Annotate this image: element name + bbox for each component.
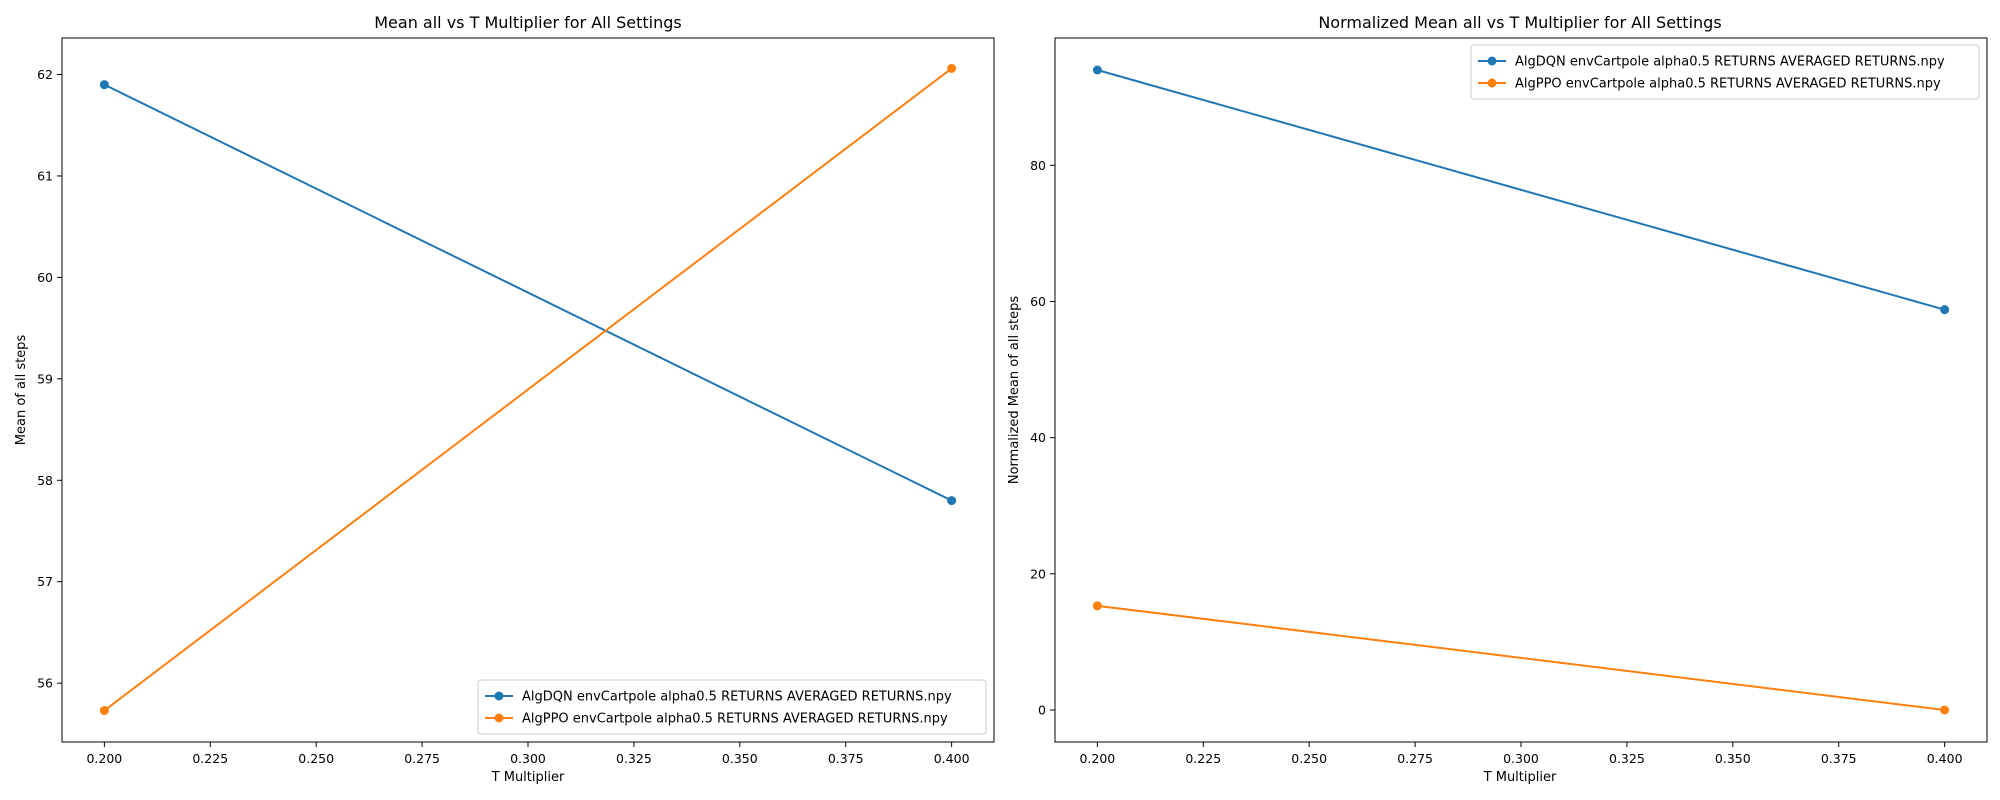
legend-marker: [494, 713, 504, 723]
plot-area: [1092, 65, 1950, 715]
axis-ticks: 0.200 0.225 0.250 0.275 0.300 0.325 0.350 0.375…: [1030, 158, 1962, 766]
legend-box: [477, 679, 987, 735]
axis-ticks: 0.200 0.225 0.250 0.275 0.300 0.325 0.350 0.375…: [37, 67, 969, 766]
x-tick-label: 0.325: [616, 751, 652, 766]
y-tick-label: 59: [37, 371, 53, 386]
y-tick-label: 20: [1030, 566, 1046, 581]
legend-label: AlgDQN envCartpole alpha0.5 RETURNS AVER…: [1515, 55, 1945, 70]
y-axis-label: Normalized Mean of all steps: [1007, 296, 1022, 485]
chart-mean-all: Mean all vs T Multiplier for All Setting…: [14, 13, 995, 785]
y-tick-label: 62: [37, 67, 53, 82]
y-tick-label: 57: [37, 574, 53, 589]
data-point: [947, 496, 957, 506]
x-tick-label: 0.225: [192, 751, 228, 766]
legend-marker: [1487, 78, 1497, 88]
data-point: [99, 706, 109, 716]
x-tick-label: 0.350: [1715, 751, 1751, 766]
x-tick-label: 0.325: [1609, 751, 1645, 766]
x-tick-label: 0.225: [1185, 751, 1221, 766]
y-tick-label: 40: [1030, 430, 1046, 445]
series-line-0: [1096, 69, 1946, 311]
legend-label: AlgDQN envCartpole alpha0.5 RETURNS AVER…: [522, 690, 952, 705]
chart-normalized-mean-all: Normalized Mean all vs T Multiplier for …: [1007, 13, 1988, 785]
data-point: [1940, 305, 1950, 315]
legend-marker: [494, 691, 504, 701]
x-axis-label: T Multiplier: [1483, 770, 1557, 785]
y-tick-label: 56: [37, 676, 53, 691]
plot-area: [99, 63, 957, 716]
legend-box: [1470, 44, 1980, 100]
x-tick-label: 0.275: [1397, 751, 1433, 766]
x-axis-label: T Multiplier: [491, 770, 565, 785]
legend: AlgDQN envCartpole alpha0.5 RETURNS AVER…: [1470, 44, 1980, 100]
x-tick-label: 0.400: [934, 751, 970, 766]
chart-title: Normalized Mean all vs T Multiplier for …: [1318, 13, 1721, 32]
y-tick-label: 0: [1038, 703, 1046, 718]
data-point: [1940, 705, 1950, 715]
data-point: [1092, 65, 1102, 75]
x-tick-label: 0.375: [828, 751, 864, 766]
x-tick-label: 0.300: [510, 751, 546, 766]
data-point: [947, 63, 957, 73]
series-line-0: [103, 83, 953, 502]
data-point: [1092, 601, 1102, 611]
data-point: [99, 80, 109, 90]
x-tick-label: 0.275: [404, 751, 440, 766]
x-tick-label: 0.250: [298, 751, 334, 766]
y-axis-label: Mean of all steps: [14, 335, 29, 446]
x-tick-label: 0.250: [1291, 751, 1327, 766]
y-tick-label: 60: [1030, 294, 1046, 309]
x-tick-label: 0.400: [1927, 751, 1963, 766]
legend: AlgDQN envCartpole alpha0.5 RETURNS AVER…: [477, 679, 987, 735]
legend-marker: [1487, 56, 1497, 66]
series-line-1: [1096, 604, 1946, 711]
legend-label: AlgPPO envCartpole alpha0.5 RETURNS AVER…: [522, 712, 948, 727]
chart-title: Mean all vs T Multiplier for All Setting…: [374, 13, 682, 32]
x-tick-label: 0.300: [1503, 751, 1539, 766]
x-tick-label: 0.200: [86, 751, 122, 766]
y-tick-label: 58: [37, 473, 53, 488]
x-tick-label: 0.200: [1079, 751, 1115, 766]
x-tick-label: 0.375: [1821, 751, 1857, 766]
series-line-1: [103, 67, 953, 712]
y-tick-label: 61: [37, 168, 53, 183]
y-tick-label: 80: [1030, 158, 1046, 173]
x-tick-label: 0.350: [722, 751, 758, 766]
legend-label: AlgPPO envCartpole alpha0.5 RETURNS AVER…: [1515, 77, 1941, 92]
y-tick-label: 60: [37, 270, 53, 285]
